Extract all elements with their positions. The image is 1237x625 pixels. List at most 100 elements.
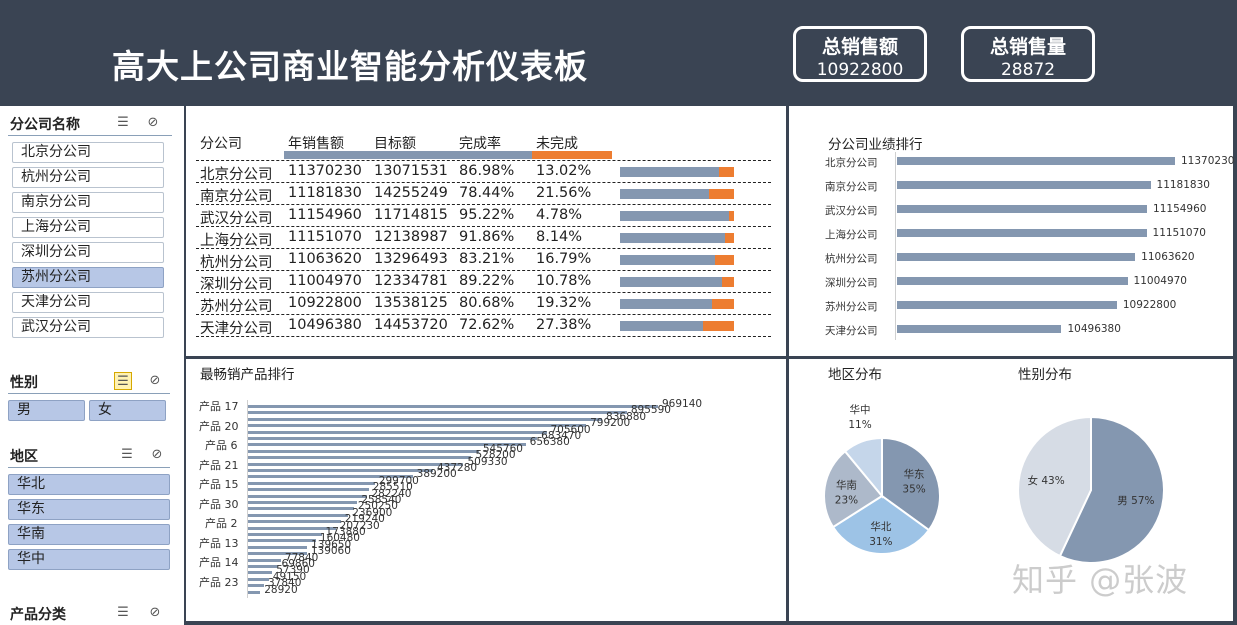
table-cell: 89.22% — [459, 273, 515, 289]
completion-bar-undone — [721, 277, 734, 287]
product-bar — [248, 456, 472, 460]
pie-label: 女 43% — [1028, 474, 1065, 487]
kpi-label: 总销售量 — [989, 36, 1066, 58]
product-value: 895590 — [630, 404, 671, 417]
table-cell: 11714815 — [374, 207, 448, 223]
table-cell: 11181830 — [288, 185, 362, 201]
slicer-item-nanjing[interactable]: 南京分公司 — [12, 192, 164, 213]
table-cell: 11151070 — [288, 229, 362, 245]
completion-bar-done — [620, 299, 712, 309]
chart-axis — [895, 152, 896, 340]
slicer-title: 地区 — [10, 449, 38, 465]
pie-slice — [823, 449, 884, 529]
slicer-item-beijing[interactable]: 北京分公司 — [12, 142, 164, 163]
table-header-annual-sales: 年销售额 — [288, 136, 344, 152]
table-cell: 14453720 — [374, 317, 448, 333]
product-value: 219240 — [344, 513, 385, 526]
pie-slice — [831, 494, 931, 555]
product-bar — [248, 552, 307, 556]
table-row: 武汉分公司 11154960 11714815 95.22% 4.78% — [196, 205, 771, 227]
slicer-item-male[interactable]: 男 — [8, 400, 85, 421]
slicer-item-huadong[interactable]: 华东 — [8, 499, 170, 520]
product-bar — [248, 590, 261, 594]
product-axis-label: 产品 14 — [199, 556, 239, 569]
table-cell: 南京分公司 — [200, 189, 273, 205]
multi-select-icon[interactable]: ☰ — [117, 115, 129, 130]
rank-label: 南京分公司 — [825, 181, 878, 193]
rank-label: 天津分公司 — [825, 325, 878, 337]
product-bar — [248, 475, 413, 479]
slicer-item-wuhan[interactable]: 武汉分公司 — [12, 317, 164, 338]
slicer-item-shanghai[interactable]: 上海分公司 — [12, 217, 164, 238]
product-bar — [248, 513, 349, 517]
completion-bar-undone — [728, 211, 734, 221]
gender-pie-svg: 男 57% 女 43% — [1017, 415, 1165, 564]
slicer-item-huazhong[interactable]: 华中 — [8, 549, 170, 570]
kpi-total-sales-volume: 总销售量 28872 — [961, 26, 1095, 82]
slicer-item-huanan[interactable]: 华南 — [8, 524, 170, 545]
slicer-title: 性别 — [10, 375, 38, 391]
product-bar — [248, 558, 281, 562]
product-axis-label: 产品 17 — [199, 400, 239, 413]
clear-filter-icon[interactable]: ⊘ — [149, 373, 161, 388]
completion-bar-undone — [724, 233, 734, 243]
watermark: 知乎 @张波 — [1012, 561, 1189, 599]
product-axis-label: 产品 2 — [205, 517, 238, 530]
header-bar-undone — [532, 151, 612, 159]
slicer-item-suzhou[interactable]: 苏州分公司 — [12, 267, 164, 288]
table-cell: 13.02% — [536, 163, 592, 179]
product-bar — [248, 565, 278, 568]
product-bar — [248, 571, 273, 575]
slicer-item-female[interactable]: 女 — [89, 400, 166, 421]
table-cell: 10496380 — [288, 317, 362, 333]
product-value: 799200 — [590, 417, 631, 430]
product-bar — [248, 507, 354, 511]
slicer-item-hangzhou[interactable]: 杭州分公司 — [12, 167, 164, 188]
product-bar — [248, 449, 479, 453]
pie-slice — [843, 436, 883, 499]
slicer-item-shenzhen[interactable]: 深圳分公司 — [12, 242, 164, 263]
pie-percent: 35% — [902, 484, 925, 496]
product-value: 69860 — [281, 558, 315, 570]
product-value: 389200 — [416, 468, 457, 481]
slicer-item-huabei[interactable]: 华北 — [8, 474, 170, 495]
pie-label: 华东 — [904, 468, 925, 481]
clear-filter-icon[interactable]: ⊘ — [149, 605, 161, 620]
product-value: 77840 — [284, 551, 319, 564]
region-pie-svg: 华东 35% 华北 31% 华南 23% 华中 11% — [823, 403, 941, 555]
multi-select-icon[interactable]: ☰ — [121, 447, 133, 462]
region-slicer: 地区 ☰ ⊘ 华北 华东 华南 华中 — [8, 444, 170, 574]
slicer-sidebar: 分公司名称 ☰ ⊘ 北京分公司 杭州分公司 南京分公司 上海分公司 深圳分公司 … — [0, 106, 186, 625]
multi-select-icon[interactable]: ☰ — [117, 605, 129, 620]
panel-divider — [1233, 106, 1237, 625]
rank-value: 11063620 — [1141, 251, 1195, 263]
rank-value: 10496380 — [1067, 323, 1121, 335]
kpi-total-sales-amount: 总销售额 10922800 — [793, 26, 927, 82]
product-bar — [248, 501, 358, 504]
rank-label: 苏州分公司 — [825, 301, 878, 313]
product-value: 656380 — [529, 436, 570, 449]
slicer-item-tianjin[interactable]: 天津分公司 — [12, 292, 164, 313]
table-cell: 12334781 — [374, 273, 448, 289]
table-header-incomplete: 未完成 — [536, 136, 578, 152]
multi-select-icon[interactable]: ☰ — [114, 372, 132, 390]
completion-bar-undone — [709, 189, 734, 199]
rank-bar — [897, 253, 1136, 261]
product-axis-label: 产品 6 — [205, 439, 238, 452]
product-value: 236900 — [352, 506, 393, 519]
table-cell: 11004970 — [288, 273, 362, 289]
product-value: 49150 — [272, 570, 307, 583]
table-cell: 4.78% — [536, 207, 583, 223]
product-value: 28920 — [264, 583, 298, 596]
clear-filter-icon[interactable]: ⊘ — [147, 115, 159, 130]
kpi-value: 10922800 — [816, 60, 904, 80]
table-cell: 16.79% — [536, 251, 592, 267]
clear-filter-icon[interactable]: ⊘ — [151, 447, 163, 462]
product-value: 437280 — [436, 462, 478, 474]
completion-bar-done — [620, 277, 722, 287]
table-cell: 19.32% — [536, 295, 592, 311]
rank-label: 深圳分公司 — [825, 277, 878, 289]
table-header-target: 目标额 — [374, 136, 416, 152]
table-cell: 8.14% — [536, 229, 583, 245]
rank-value: 10922800 — [1122, 299, 1177, 311]
